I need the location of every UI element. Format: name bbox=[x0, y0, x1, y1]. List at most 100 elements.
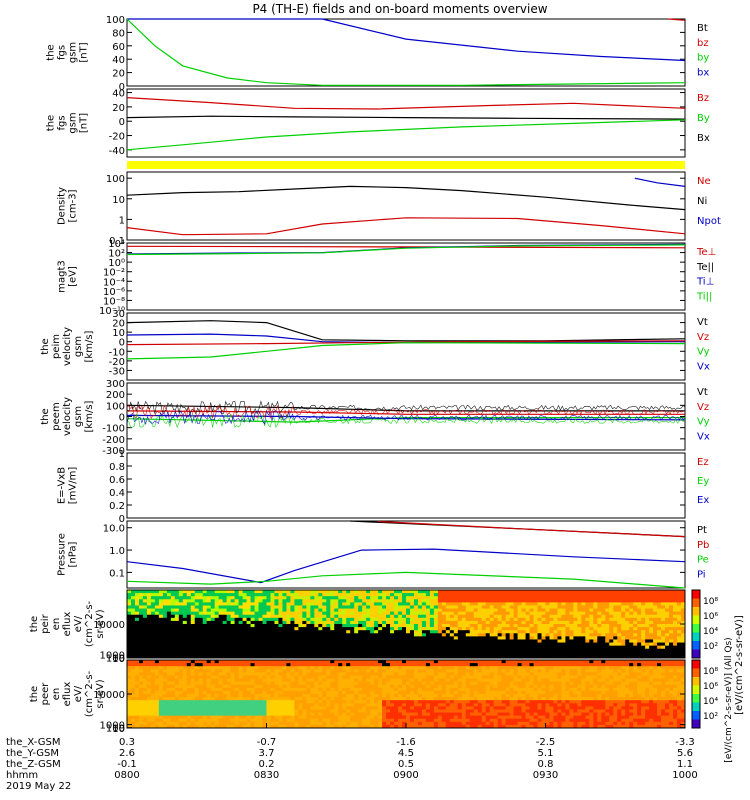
spectrogram-cell bbox=[210, 663, 216, 667]
spectrogram-cell bbox=[537, 596, 543, 600]
spectrogram-cell bbox=[350, 633, 355, 637]
spectrogram-cell bbox=[453, 633, 459, 637]
spectrogram-cell bbox=[477, 648, 483, 653]
spectrogram-cell bbox=[641, 648, 646, 653]
spectrogram-cell bbox=[621, 617, 626, 622]
spectrogram-cell bbox=[334, 690, 339, 695]
spectrogram-cell bbox=[398, 608, 403, 613]
spectrogram-cell bbox=[346, 687, 351, 692]
spectrogram-cell bbox=[330, 624, 335, 628]
spectrogram-cell bbox=[274, 611, 279, 616]
spectrogram-cell bbox=[609, 624, 614, 628]
spectrogram-cell bbox=[294, 648, 299, 653]
spectrogram-cell bbox=[497, 651, 503, 656]
spectrogram-cell bbox=[657, 648, 662, 653]
spectrogram-cell bbox=[362, 669, 367, 673]
spectrogram-cell bbox=[318, 703, 323, 707]
spectrogram-cell bbox=[425, 633, 431, 637]
spectrogram-cell bbox=[306, 706, 311, 710]
spectrogram-cell bbox=[409, 706, 415, 710]
spectrogram-cell bbox=[158, 614, 164, 619]
spectrogram-cell bbox=[493, 590, 499, 594]
spectrogram-cell bbox=[354, 593, 359, 597]
spectrogram-cell bbox=[362, 602, 367, 606]
spectrogram-cell bbox=[262, 697, 267, 701]
spectrogram-cell bbox=[589, 630, 594, 634]
panel-fgs_components bbox=[126, 88, 686, 158]
spectrogram-cell bbox=[625, 593, 630, 597]
spectrogram-cell bbox=[238, 599, 244, 603]
spectrogram-cell bbox=[569, 630, 574, 634]
spectrogram-cell bbox=[394, 724, 399, 729]
spectrogram-cell bbox=[334, 672, 339, 676]
spectrogram-cell bbox=[549, 630, 554, 634]
spectrogram-cell bbox=[374, 678, 379, 683]
spectrogram-cell bbox=[406, 700, 411, 704]
spectrogram-cell bbox=[162, 694, 168, 698]
spectrogram-cell bbox=[330, 684, 335, 689]
spectrogram-cell bbox=[202, 694, 208, 698]
spectrogram-cell bbox=[150, 599, 156, 603]
spectrogram-cell bbox=[158, 672, 164, 676]
spectrogram-cell bbox=[477, 639, 483, 644]
spectrogram-cell bbox=[162, 718, 168, 723]
spectrogram-cell bbox=[413, 697, 419, 701]
spectrogram-cell bbox=[657, 651, 662, 656]
spectrogram-cell bbox=[206, 687, 212, 692]
spectrogram-cell bbox=[366, 694, 371, 698]
spectrogram-cell bbox=[362, 703, 367, 707]
spectrogram-cell bbox=[553, 617, 558, 622]
spectrogram-cell bbox=[230, 596, 236, 600]
spectrogram-cell bbox=[569, 620, 574, 625]
spectrogram-cell bbox=[198, 687, 204, 692]
spectrogram-cell bbox=[338, 645, 343, 650]
spectrogram-cell bbox=[565, 636, 570, 640]
spectrogram-cell bbox=[370, 624, 375, 628]
spectrogram-cell bbox=[501, 599, 507, 603]
spectrogram-cell bbox=[258, 602, 264, 606]
spectrogram-cell bbox=[485, 651, 491, 656]
spectrogram-cell bbox=[178, 721, 184, 726]
panel-fgs_mag bbox=[126, 18, 686, 87]
spectrogram-cell bbox=[158, 718, 164, 723]
spectrogram-cell bbox=[150, 596, 156, 600]
spectrogram-cell bbox=[258, 608, 264, 613]
spectrogram-cell bbox=[398, 605, 403, 610]
spectrogram-cell bbox=[182, 721, 188, 726]
y-axis-label: [nT] bbox=[79, 113, 90, 133]
spectrogram-cell bbox=[370, 724, 375, 729]
spectrogram-cell bbox=[533, 608, 539, 613]
spectrogram-cell bbox=[322, 715, 327, 720]
spectrogram-cell bbox=[266, 700, 271, 704]
spectrogram-cell bbox=[541, 630, 546, 634]
spectrogram-cell bbox=[170, 593, 176, 597]
spectrogram-cell bbox=[130, 630, 136, 634]
spectrogram-cell bbox=[127, 721, 132, 726]
spectrogram-cell bbox=[270, 648, 275, 653]
spectrogram-cell bbox=[186, 611, 192, 616]
spectrogram-cell bbox=[573, 624, 578, 628]
spectrogram-cell bbox=[250, 617, 256, 622]
spectrogram-cell bbox=[174, 648, 180, 653]
panel-frame bbox=[126, 171, 686, 241]
spectrogram-cell bbox=[402, 675, 407, 680]
spectrogram-cell bbox=[142, 620, 148, 625]
spectrogram-cell bbox=[182, 678, 188, 683]
spectrogram-cell bbox=[222, 620, 228, 625]
spectrogram-cell bbox=[517, 599, 523, 603]
spectrogram-cell bbox=[441, 630, 447, 634]
y-axis-label: eflux bbox=[62, 612, 73, 637]
spectrogram-cell bbox=[677, 642, 682, 647]
spectrogram-cell bbox=[230, 666, 236, 670]
spectrogram-cell bbox=[617, 630, 622, 634]
spectrogram-cell bbox=[318, 620, 323, 625]
spectrogram-cell bbox=[366, 602, 371, 606]
spectrogram-cell bbox=[481, 614, 487, 619]
spectrogram-cell bbox=[645, 639, 650, 644]
spectrogram-cell bbox=[346, 642, 351, 647]
spectrogram-cell bbox=[537, 630, 543, 634]
spectrogram-cell bbox=[362, 645, 367, 650]
spectrogram-cell bbox=[274, 639, 279, 644]
spectrogram-cell bbox=[298, 602, 303, 606]
spectrogram-cell bbox=[673, 627, 678, 631]
